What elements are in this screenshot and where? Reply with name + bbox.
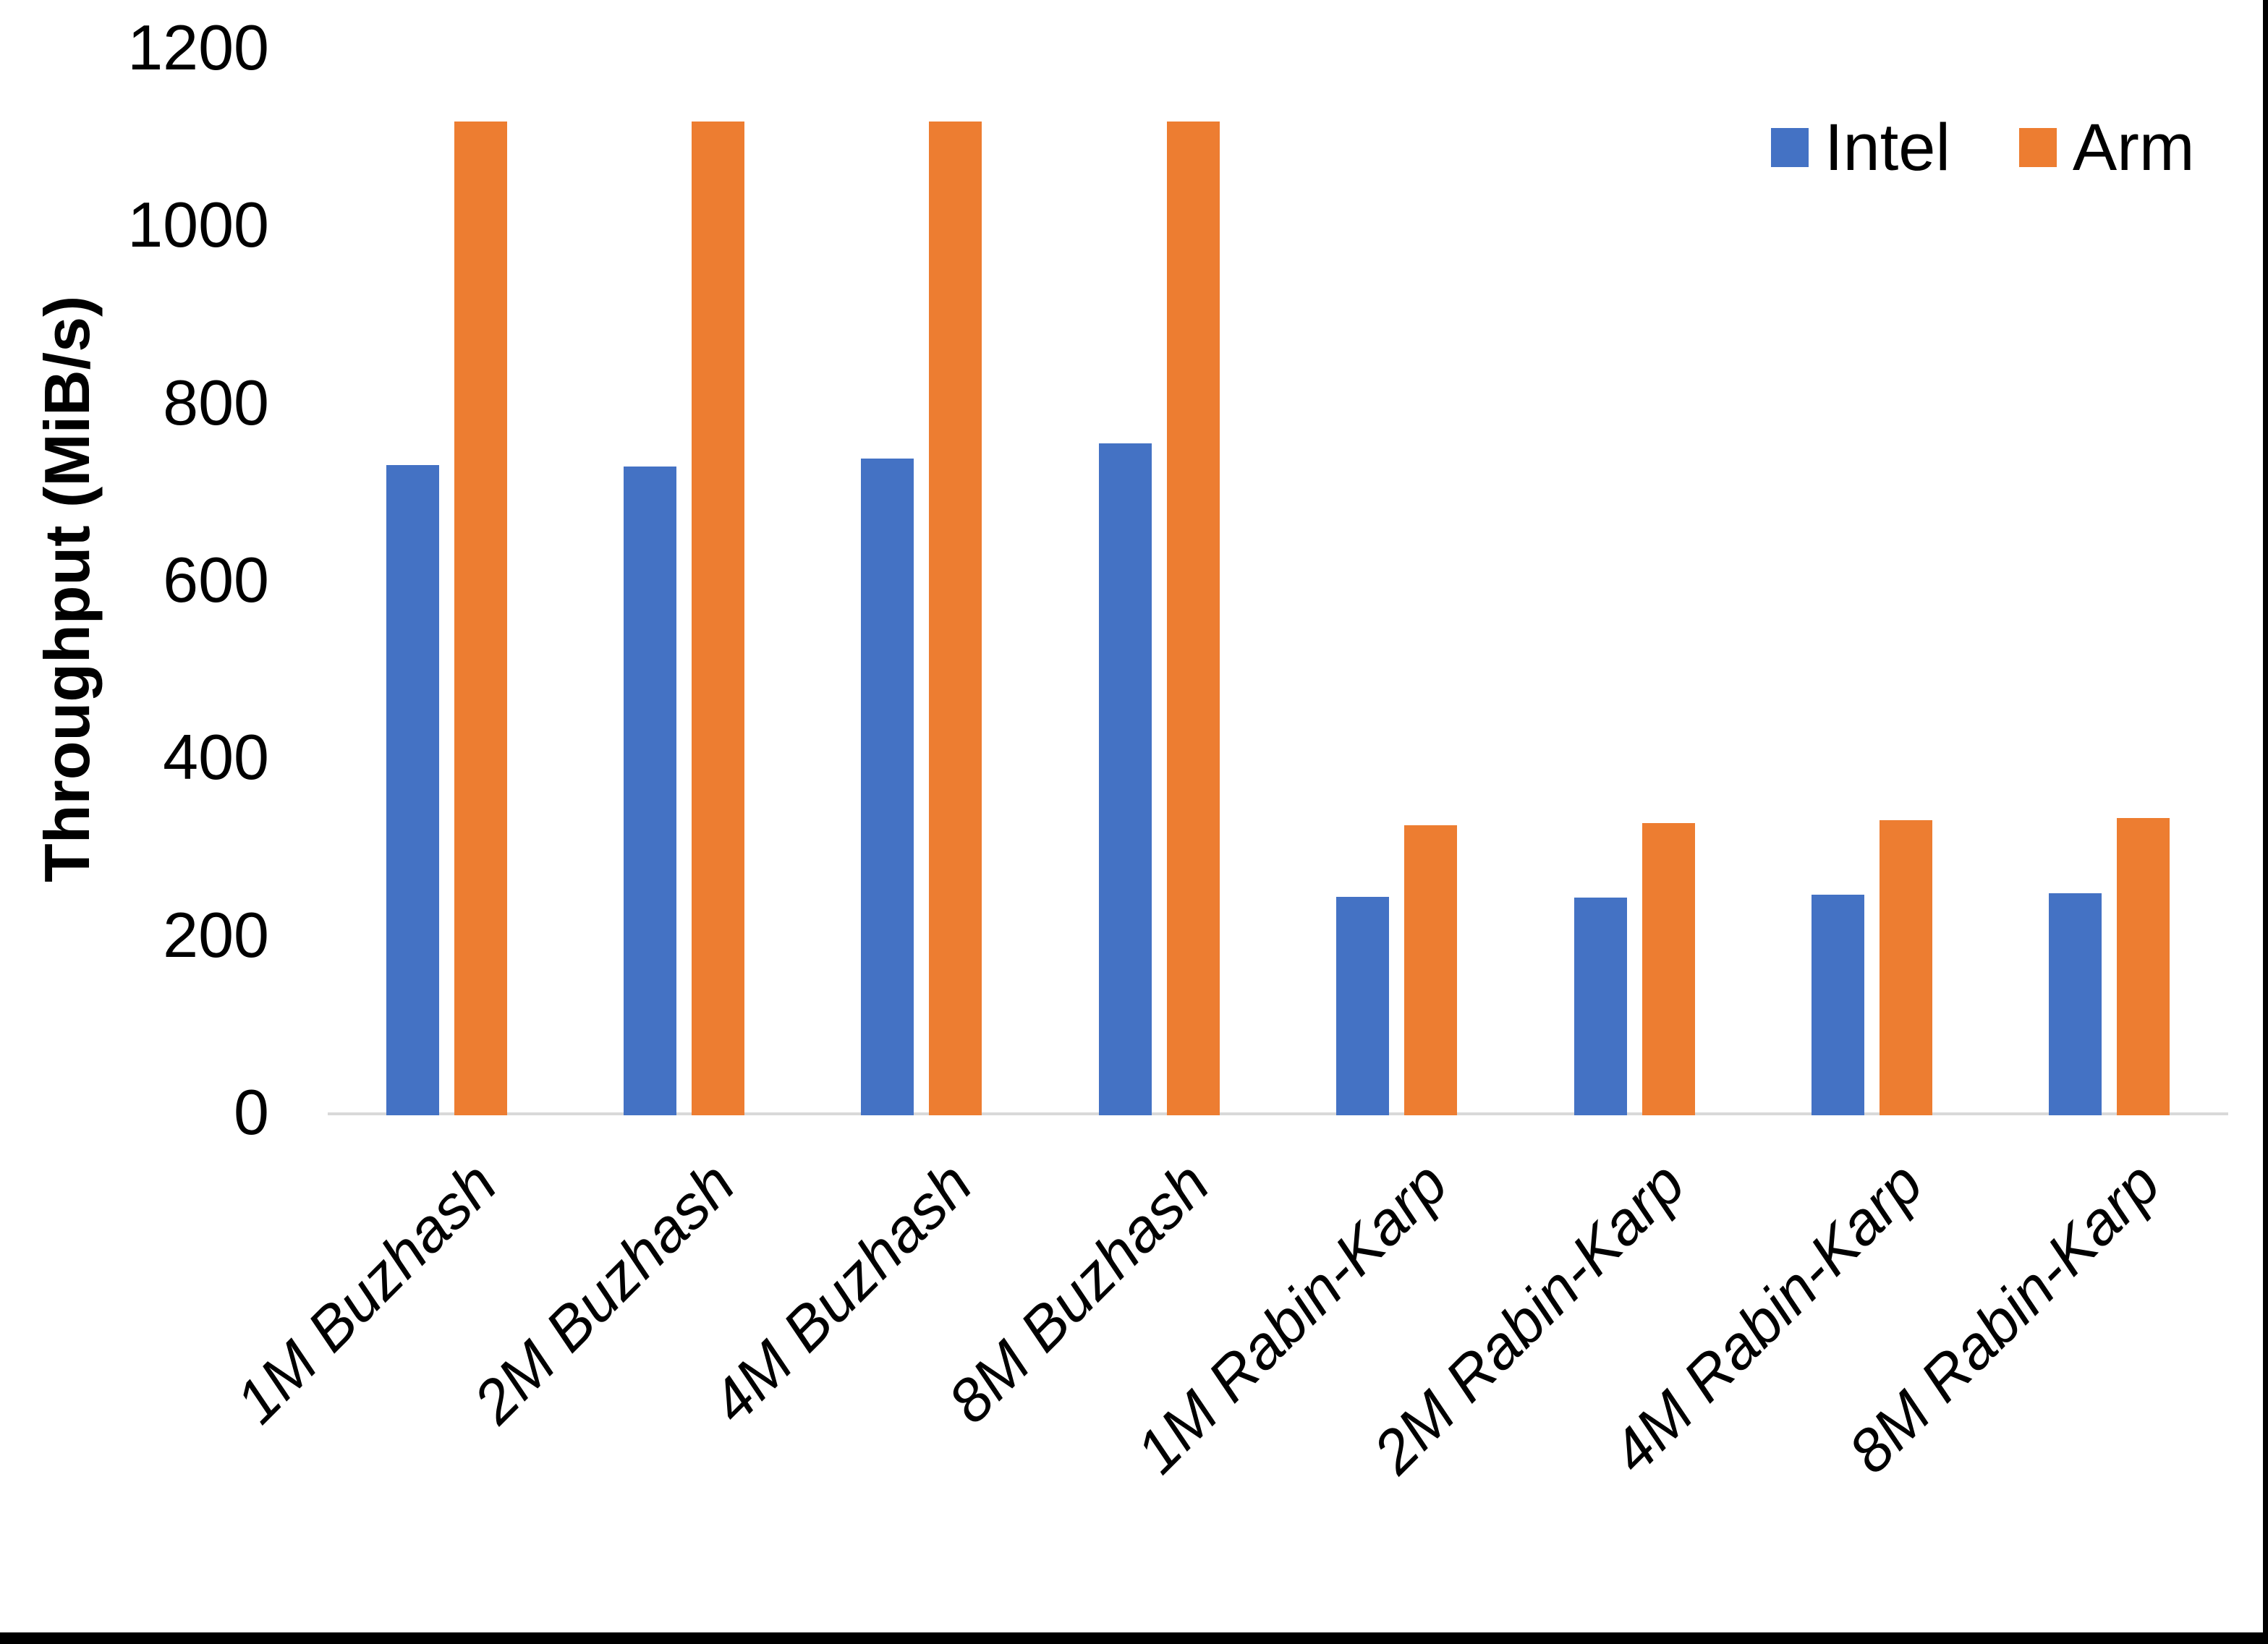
bar-intel-2m-buzhash: [624, 467, 677, 1115]
bar-arm-4m-buzhash: [929, 122, 982, 1115]
bar-arm-8m-rabin-karp: [2117, 818, 2170, 1115]
bar-intel-2m-rabin-karp: [1573, 898, 1627, 1115]
y-tick-1000: 1000: [127, 189, 269, 261]
legend-label-arm: Arm: [2072, 111, 2195, 184]
y-tick-800: 800: [163, 366, 269, 438]
y-axis-title: Throughput (MiB/s): [31, 295, 103, 882]
legend-swatch-arm: [2018, 128, 2057, 167]
legend-label-intel: Intel: [1825, 111, 1950, 184]
legend-item-arm: Arm: [2018, 111, 2195, 184]
y-tick-1200: 1200: [127, 11, 269, 83]
legend-item-intel: Intel: [1771, 114, 1950, 181]
bar-arm-8m-buzhash: [1166, 122, 1220, 1115]
y-tick-400: 400: [163, 721, 269, 793]
y-tick-0: 0: [234, 1076, 269, 1148]
legend-swatch-intel: [1771, 128, 1809, 167]
bar-intel-1m-buzhash: [386, 464, 439, 1115]
window-border-right: [2263, 0, 2268, 1644]
bar-intel-1m-rabin-karp: [1336, 897, 1390, 1115]
bar-intel-4m-rabin-karp: [1811, 894, 1864, 1115]
window-border-bottom: [0, 1632, 2268, 1644]
x-axis-line: [328, 1112, 2228, 1115]
y-tick-200: 200: [163, 898, 269, 971]
y-tick-600: 600: [163, 543, 269, 616]
bar-arm-2m-rabin-karp: [1641, 823, 1695, 1115]
bar-arm-2m-buzhash: [692, 122, 745, 1115]
bar-arm-4m-rabin-karp: [1879, 819, 1932, 1115]
bar-arm-1m-buzhash: [454, 122, 507, 1115]
bar-intel-8m-rabin-karp: [2049, 893, 2102, 1115]
bar-intel-8m-buzhash: [1098, 443, 1152, 1115]
bar-intel-4m-buzhash: [861, 459, 914, 1115]
bar-arm-1m-rabin-karp: [1404, 825, 1458, 1115]
legend: Intel Arm: [1771, 114, 2195, 181]
plot-area: [328, 51, 2228, 1115]
